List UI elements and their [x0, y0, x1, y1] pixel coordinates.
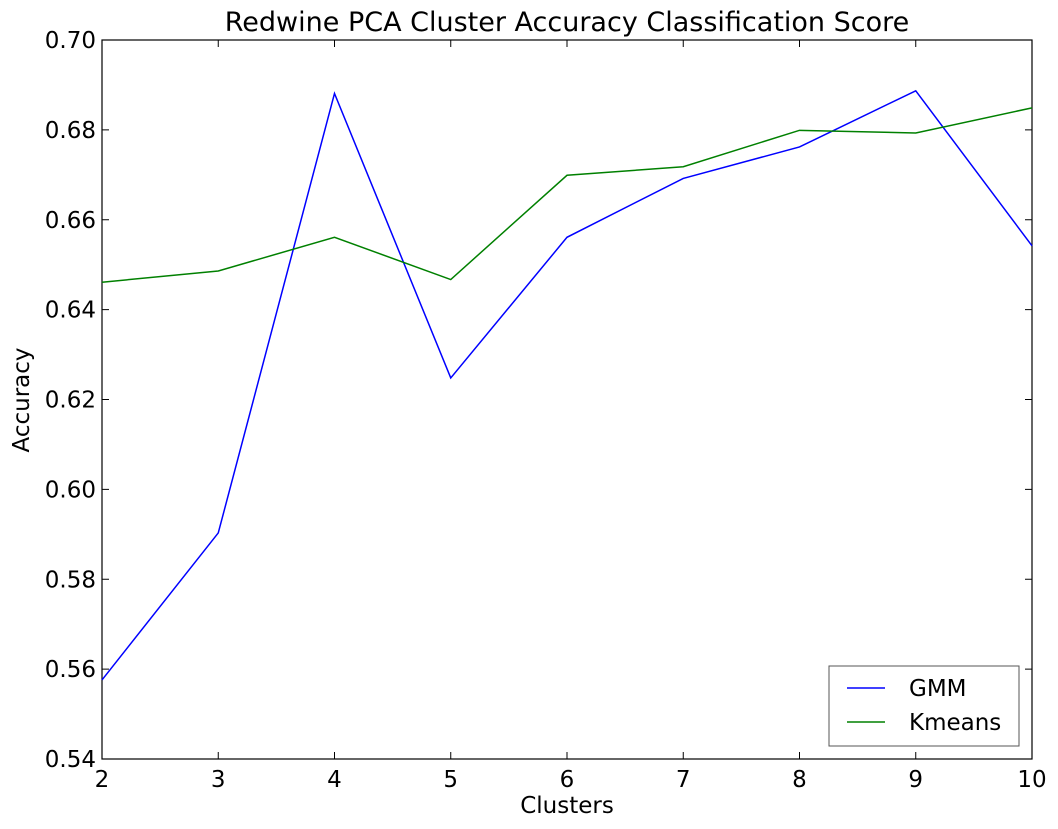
y-tick-label: 0.68	[45, 118, 96, 144]
x-tick-label: 7	[676, 767, 691, 793]
plot-frame	[101, 39, 1033, 760]
plot-area: 2 3 4 5 6 7 8 9 10 0.540.560.580.600.620.640.660…	[45, 28, 1047, 793]
y-tick-label: 0.56	[45, 657, 96, 683]
x-tick-label: 5	[443, 767, 458, 793]
x-tick-label: 3	[211, 767, 226, 793]
x-tick-label: 2	[95, 767, 110, 793]
y-axis-label: Accuracy	[9, 347, 35, 452]
x-tick-label: 6	[560, 767, 575, 793]
x-axis-label: Clusters	[520, 793, 614, 819]
x-tick-label: 9	[908, 767, 923, 793]
series-lines	[101, 89, 1033, 681]
y-tick-label: 0.62	[45, 388, 96, 414]
x-axis: 2 3 4 5 6 7 8 9 10	[95, 40, 1047, 793]
y-tick-label: 0.58	[45, 567, 96, 593]
legend-box	[828, 665, 1020, 747]
y-tick-label: 0.64	[45, 298, 96, 324]
y-tick-label: 0.70	[45, 28, 96, 54]
legend: GMM Kmeans	[828, 665, 1020, 747]
legend-label-gmm: GMM	[909, 676, 967, 702]
legend-label-kmeans: Kmeans	[909, 710, 1001, 736]
y-tick-label: 0.54	[45, 747, 96, 773]
y-axis: 0.54 0.56 0.58 0.60 0.62 0.64 0.66 0.68 0.70	[45, 28, 1032, 773]
y-tick-label: 0.66	[45, 208, 96, 234]
series-line-gmm	[101, 89, 1033, 681]
x-tick-label: 8	[792, 767, 807, 793]
y-tick-label: 0.60	[45, 477, 96, 503]
series-line-kmeans	[101, 107, 1033, 283]
x-tick-label: 4	[327, 767, 342, 793]
chart-title: Redwine PCA Cluster Accuracy Classificat…	[225, 7, 910, 38]
x-tick-label: 10	[1017, 767, 1046, 793]
